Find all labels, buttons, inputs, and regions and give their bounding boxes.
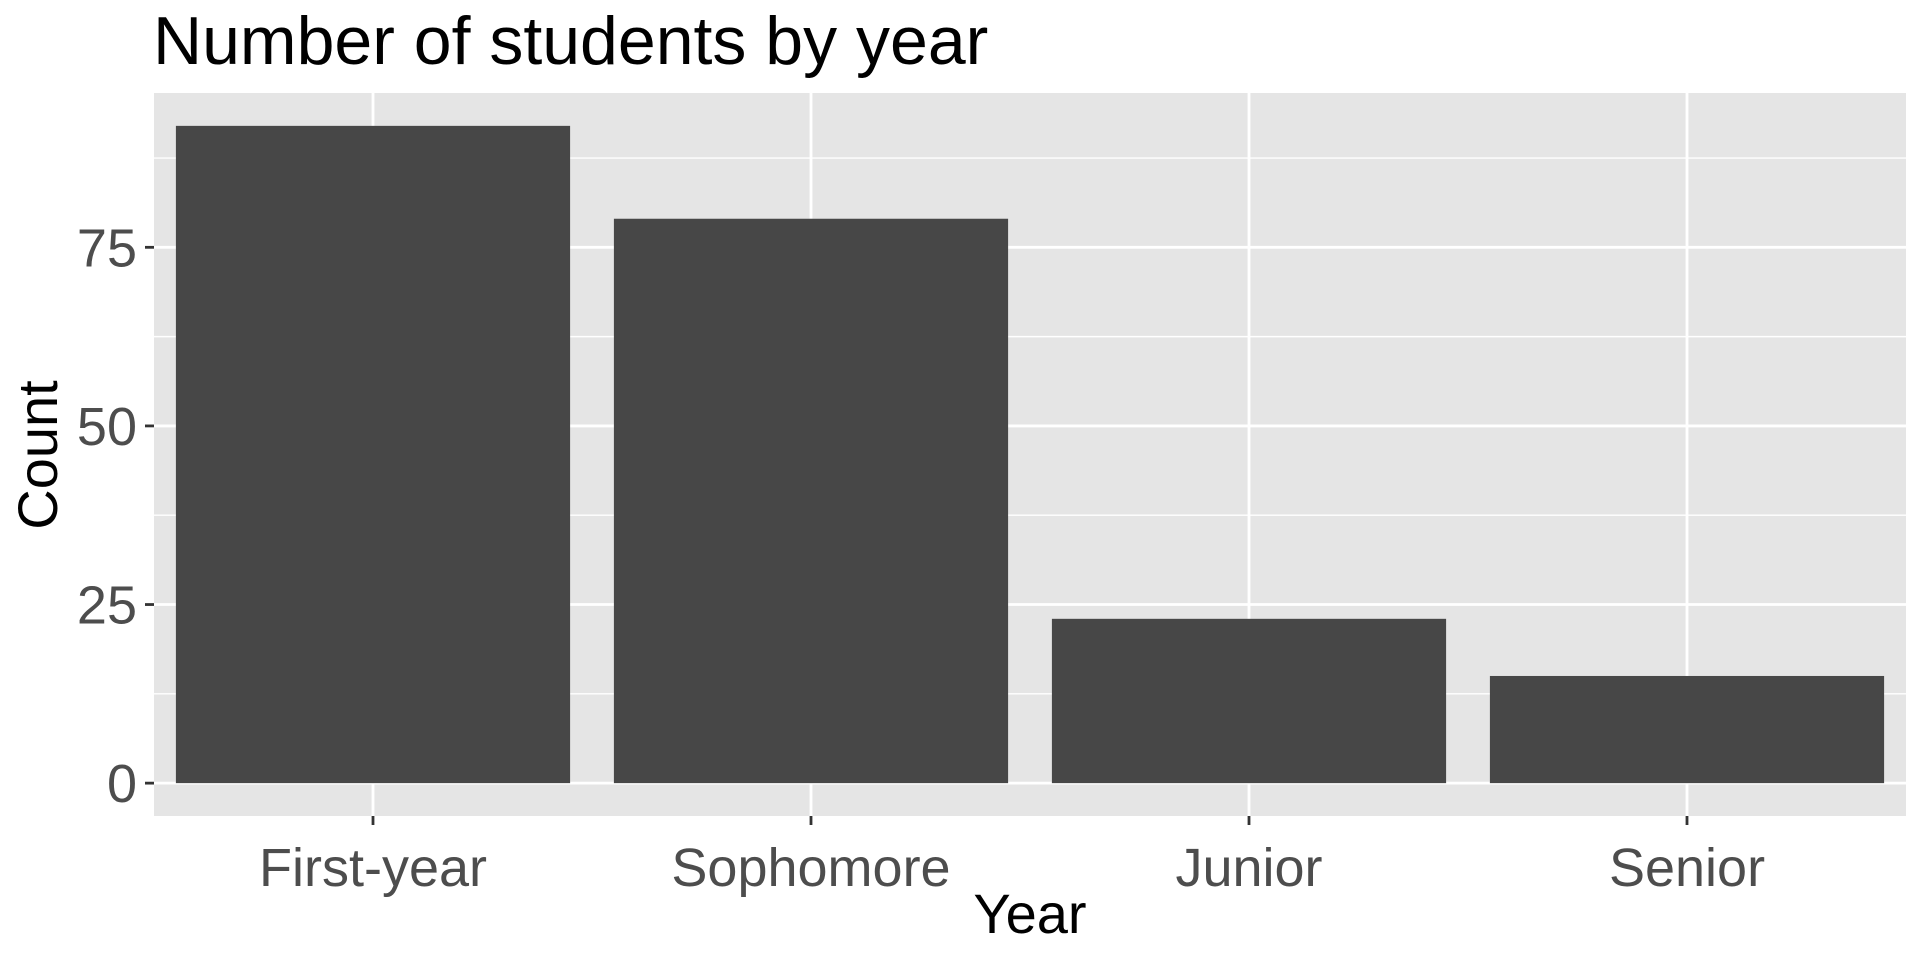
y-tick-label: 75 (77, 218, 137, 278)
x-tick-label: Junior (1175, 838, 1322, 898)
x-axis-title: Year (973, 882, 1086, 945)
x-tick-label: Senior (1609, 838, 1765, 898)
y-axis-title: Count (6, 380, 69, 530)
bar (613, 218, 1009, 784)
y-tick-label: 0 (107, 754, 137, 814)
bar (1051, 618, 1447, 784)
bar (1489, 675, 1885, 784)
x-axis: First-year Sophomore Junior Senior (259, 816, 1765, 898)
chart-title: Number of students by year (153, 3, 988, 79)
x-tick-label: Sophomore (671, 838, 950, 898)
bars (175, 125, 1885, 784)
bar (175, 125, 571, 784)
x-tick-label: First-year (259, 838, 487, 898)
y-tick-label: 25 (77, 576, 137, 636)
y-axis: 0 25 50 75 (77, 218, 154, 814)
y-tick-label: 50 (77, 397, 137, 457)
